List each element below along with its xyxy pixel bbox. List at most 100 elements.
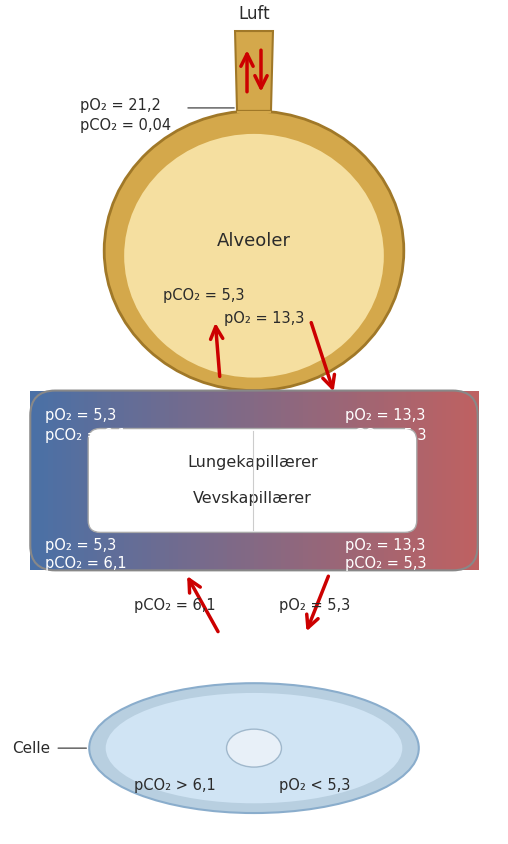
Bar xyxy=(290,391,295,571)
Bar xyxy=(447,391,452,571)
Bar xyxy=(308,391,313,571)
Bar xyxy=(147,391,152,571)
Bar xyxy=(267,391,273,571)
Bar xyxy=(106,391,112,571)
Text: pO₂ = 21,2: pO₂ = 21,2 xyxy=(80,99,161,113)
Bar xyxy=(366,391,371,571)
Bar xyxy=(155,391,161,571)
Bar xyxy=(241,391,246,571)
Bar xyxy=(182,391,188,571)
Ellipse shape xyxy=(89,683,419,813)
Bar xyxy=(469,391,474,571)
Bar xyxy=(200,391,206,571)
Bar xyxy=(326,391,331,571)
Bar xyxy=(393,391,398,571)
Text: Lungekapillærer: Lungekapillærer xyxy=(187,455,318,470)
Text: pCO₂ = 5,3: pCO₂ = 5,3 xyxy=(163,288,245,303)
Text: pO₂ = 5,3: pO₂ = 5,3 xyxy=(45,538,116,553)
Bar xyxy=(187,391,193,571)
Text: pO₂ = 13,3: pO₂ = 13,3 xyxy=(345,408,425,423)
Bar xyxy=(35,391,40,571)
Bar xyxy=(303,391,309,571)
Bar xyxy=(120,391,125,571)
Bar xyxy=(39,391,45,571)
Bar xyxy=(473,391,479,571)
Bar xyxy=(464,391,470,571)
Bar xyxy=(151,391,156,571)
Bar xyxy=(353,391,358,571)
Bar xyxy=(339,391,344,571)
Bar xyxy=(165,391,170,571)
Bar xyxy=(173,391,179,571)
Bar xyxy=(406,391,411,571)
Bar xyxy=(98,391,103,571)
Bar xyxy=(259,391,264,571)
Text: pO₂ = 5,3: pO₂ = 5,3 xyxy=(45,408,116,423)
Bar xyxy=(169,391,174,571)
Text: pCO₂ = 5,3: pCO₂ = 5,3 xyxy=(345,428,426,443)
Bar xyxy=(451,391,456,571)
Bar xyxy=(420,391,425,571)
Text: pO₂ = 13,3: pO₂ = 13,3 xyxy=(224,311,304,326)
Bar xyxy=(442,391,448,571)
Bar xyxy=(299,391,304,571)
Polygon shape xyxy=(237,111,271,113)
Ellipse shape xyxy=(106,693,402,803)
Bar xyxy=(209,391,215,571)
Bar xyxy=(214,391,219,571)
Bar xyxy=(53,391,58,571)
Bar xyxy=(205,391,210,571)
Bar xyxy=(232,391,237,571)
Bar xyxy=(415,391,421,571)
Bar xyxy=(375,391,380,571)
FancyBboxPatch shape xyxy=(88,429,417,533)
Ellipse shape xyxy=(104,111,404,391)
Ellipse shape xyxy=(227,729,281,767)
Bar xyxy=(460,391,465,571)
Bar xyxy=(79,391,85,571)
Bar xyxy=(196,391,201,571)
Bar xyxy=(343,391,349,571)
Bar xyxy=(84,391,89,571)
Ellipse shape xyxy=(124,134,384,377)
Polygon shape xyxy=(235,31,273,111)
Bar xyxy=(384,391,389,571)
Bar xyxy=(285,391,291,571)
Bar xyxy=(348,391,354,571)
Text: pO₂ = 5,3: pO₂ = 5,3 xyxy=(279,598,351,613)
Bar xyxy=(312,391,318,571)
Bar xyxy=(402,391,407,571)
Text: Celle: Celle xyxy=(12,741,50,755)
Bar xyxy=(129,391,134,571)
Bar xyxy=(433,391,438,571)
Bar xyxy=(316,391,322,571)
Bar xyxy=(361,391,367,571)
Bar xyxy=(397,391,403,571)
Bar xyxy=(236,391,242,571)
Bar xyxy=(192,391,197,571)
Bar xyxy=(330,391,336,571)
Bar xyxy=(66,391,72,571)
Bar xyxy=(30,391,36,571)
Bar xyxy=(57,391,62,571)
Bar xyxy=(272,391,277,571)
Bar xyxy=(370,391,376,571)
Text: pO₂ = 13,3: pO₂ = 13,3 xyxy=(345,538,425,553)
Bar xyxy=(281,391,287,571)
Bar xyxy=(48,391,54,571)
Text: Luft: Luft xyxy=(238,5,270,23)
Text: pCO₂ = 6,1: pCO₂ = 6,1 xyxy=(45,428,127,443)
Bar xyxy=(254,391,260,571)
Bar xyxy=(44,391,49,571)
Bar xyxy=(93,391,99,571)
Bar xyxy=(218,391,224,571)
Bar xyxy=(61,391,67,571)
Bar xyxy=(455,391,461,571)
Text: pCO₂ = 0,04: pCO₂ = 0,04 xyxy=(80,118,171,133)
Bar xyxy=(75,391,80,571)
Bar xyxy=(115,391,121,571)
Bar xyxy=(138,391,143,571)
Bar xyxy=(88,391,94,571)
Bar xyxy=(410,391,416,571)
Text: Vevskapillærer: Vevskapillærer xyxy=(193,491,312,506)
